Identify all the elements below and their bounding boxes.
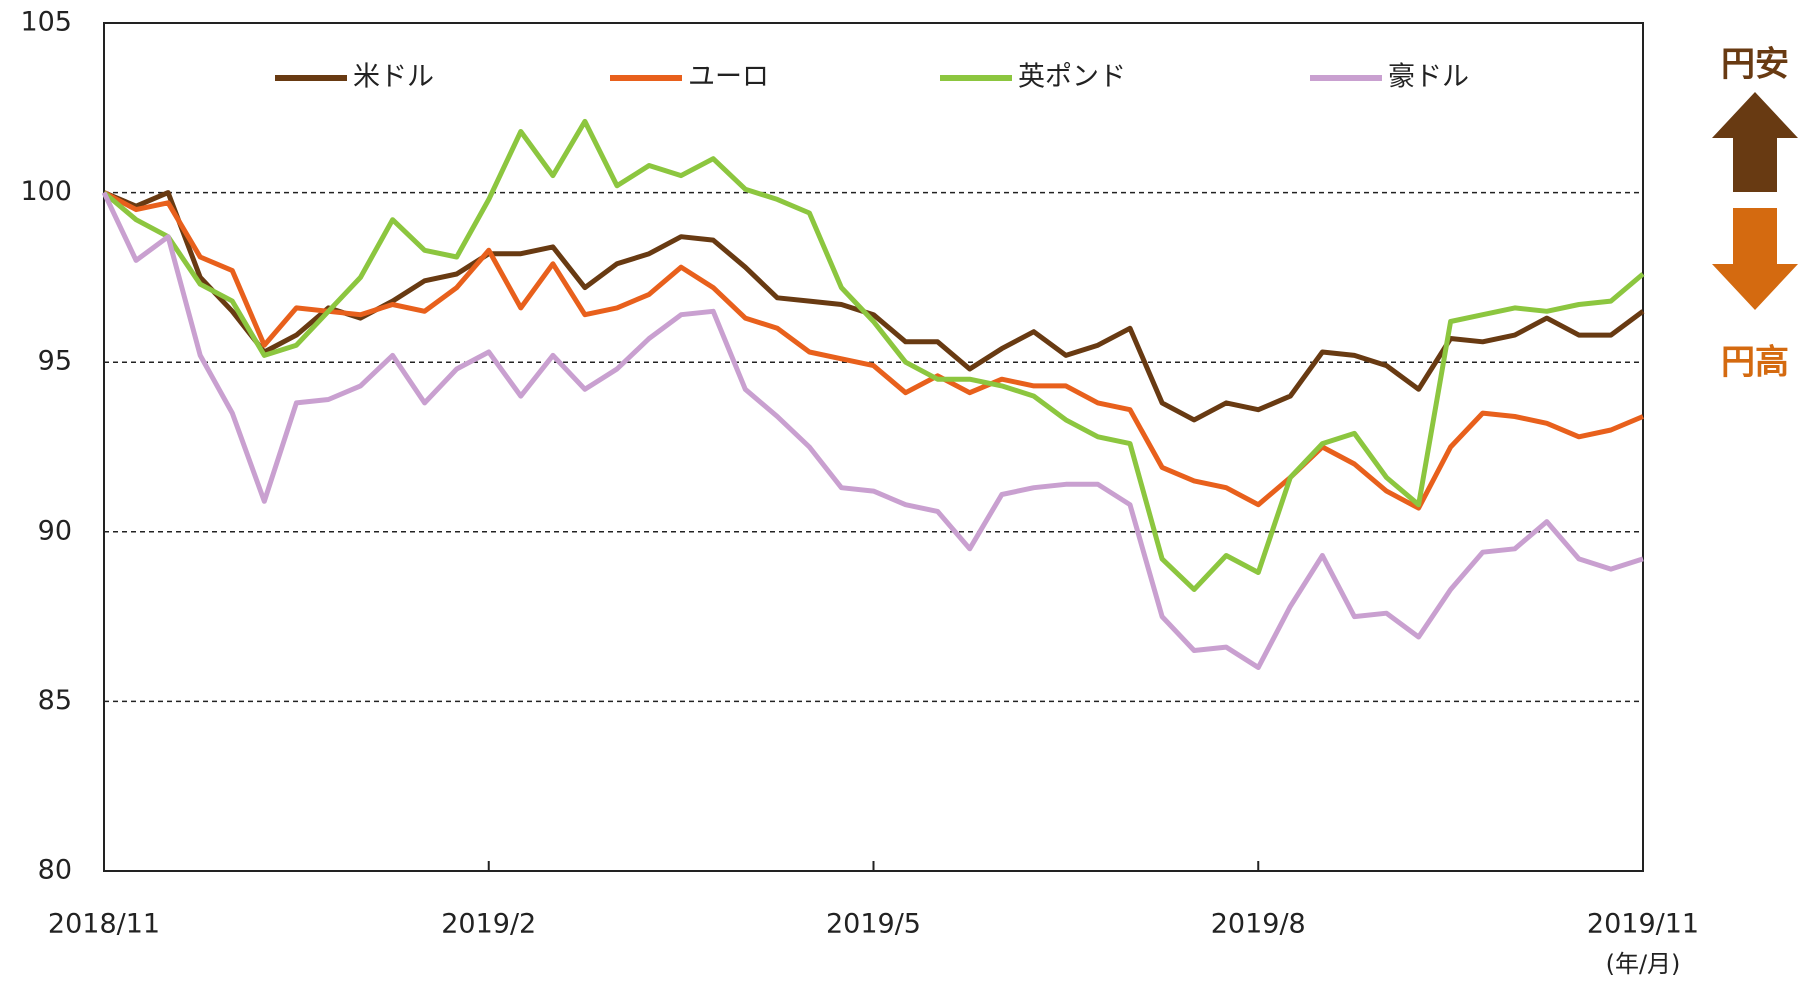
series-line (102, 118, 1645, 592)
annotation: 円高 (1721, 343, 1789, 383)
y-tick-label: 80 (38, 855, 72, 886)
legend-label: 豪ドル (1388, 62, 1469, 93)
legend-label: 米ドル (353, 62, 434, 93)
x-tick-label: 2019/8 (1211, 909, 1306, 940)
x-unit: (年/月) (1606, 950, 1681, 978)
up-arrow (1712, 92, 1798, 192)
y-tick-label: 105 (20, 7, 72, 38)
x-tick-label: 2019/5 (826, 909, 921, 940)
series-line (102, 190, 1644, 511)
plot-frame (103, 22, 1644, 872)
annotation: 円安 (1721, 45, 1789, 85)
y-tick-label: 95 (38, 346, 72, 377)
x-tick-label: 2019/2 (441, 909, 536, 940)
x-tick-label: 2018/11 (48, 909, 160, 940)
y-tick-label: 100 (20, 176, 72, 207)
legend-label: ユーロ (688, 62, 769, 93)
y-tick-label: 85 (38, 685, 72, 716)
x-tick-label: 2019/11 (1587, 909, 1699, 940)
down-arrow (1712, 208, 1798, 310)
series-line (103, 190, 1645, 423)
legend-label: 英ポンド (1018, 62, 1126, 93)
y-tick-label: 90 (38, 515, 72, 546)
series-line (101, 191, 1644, 670)
